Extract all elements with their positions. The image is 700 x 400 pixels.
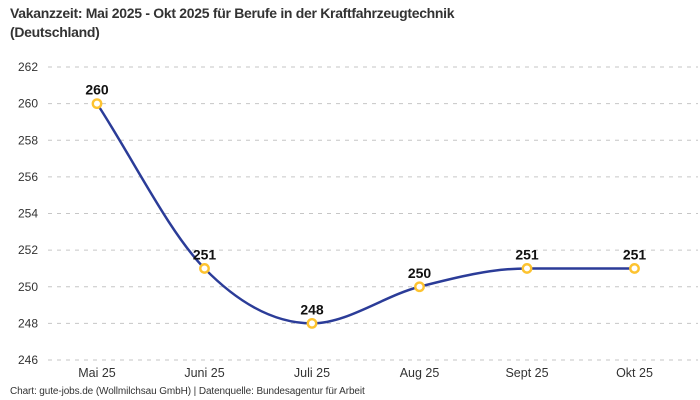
data-point-marker <box>414 281 425 293</box>
y-axis-tick-label: 248 <box>18 316 38 330</box>
chart-title: Vakanzzeit: Mai 2025 - Okt 2025 für Beru… <box>10 4 455 42</box>
data-point-label: 251 <box>623 246 647 262</box>
x-axis-tick-label: Sept 25 <box>505 366 548 380</box>
chart-credit: Chart: gute-jobs.de (Wollmilchsau GmbH) … <box>10 386 365 397</box>
y-axis-tick-label: 258 <box>18 133 38 147</box>
data-point-marker <box>629 263 640 274</box>
y-axis-tick-label: 254 <box>18 207 38 221</box>
y-axis-tick-label: 256 <box>18 170 38 184</box>
y-axis-tick-label: 260 <box>18 97 38 111</box>
y-axis-tick-label: 262 <box>18 60 38 74</box>
x-axis-tick-label: Juli 25 <box>294 366 330 380</box>
x-axis-tick-label: Aug 25 <box>400 366 440 380</box>
x-axis-tick-label: Okt 25 <box>616 366 653 380</box>
data-point-marker <box>199 263 210 274</box>
data-point-marker <box>306 317 318 329</box>
chart-title-line2: (Deutschland) <box>10 24 100 40</box>
x-axis-tick-label: Juni 25 <box>184 366 224 380</box>
y-axis-tick-label: 252 <box>18 243 38 257</box>
y-axis-tick-label: 246 <box>18 353 38 367</box>
x-axis-tick-label: Mai 25 <box>78 366 116 380</box>
data-point-label: 250 <box>408 265 432 281</box>
chart-title-line1: Vakanzzeit: Mai 2025 - Okt 2025 für Beru… <box>10 5 455 21</box>
data-point-label: 260 <box>85 82 109 98</box>
y-axis-tick-label: 250 <box>18 280 38 294</box>
data-point-label: 248 <box>300 301 324 317</box>
data-point-label: 251 <box>193 246 217 262</box>
data-point-marker <box>521 263 533 274</box>
data-point-label: 251 <box>515 246 539 262</box>
data-point-marker <box>91 98 103 110</box>
